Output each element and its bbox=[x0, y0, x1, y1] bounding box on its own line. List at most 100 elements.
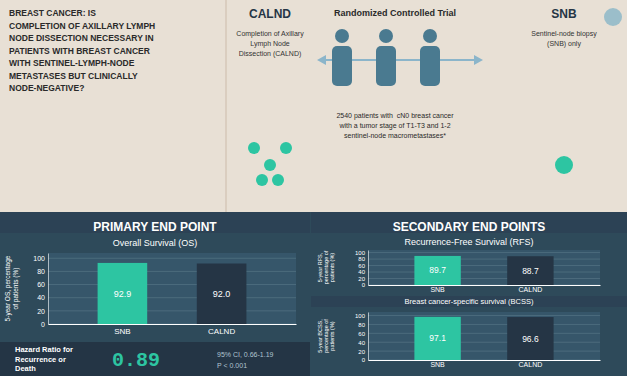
x-tick-label: SNB bbox=[114, 327, 130, 336]
grid-line bbox=[368, 252, 600, 253]
x-tick-label: SNB bbox=[430, 361, 445, 368]
y-tick-label: 80 bbox=[358, 322, 365, 328]
patients-text: 2540 patients with cN0 breast cancer with… bbox=[336, 112, 454, 139]
bar-chart: 020406080100SNBCALND92.992.05-year OS, p… bbox=[4, 220, 297, 336]
y-axis-line bbox=[48, 254, 49, 325]
y-tick: 80 bbox=[358, 256, 368, 262]
y-tick-label: 60 bbox=[358, 263, 365, 269]
hazard-ratio: Hazard Ratio forRecurrence orDeath0.8995… bbox=[15, 345, 274, 373]
person-head bbox=[423, 29, 437, 43]
y-tick: 80 bbox=[358, 322, 368, 328]
grid bbox=[48, 258, 296, 324]
patients-text-line: 2540 patients with cN0 breast cancer bbox=[336, 112, 454, 120]
y-tick-label: 40 bbox=[358, 340, 365, 346]
rct-label: Randomized Controlled Trial bbox=[334, 8, 456, 18]
calnd-description: Completion of AxillaryLymph NodeDissecti… bbox=[236, 30, 304, 58]
bars bbox=[414, 317, 553, 360]
grid-line bbox=[368, 285, 600, 286]
y-tick: 60 bbox=[358, 263, 368, 269]
snb-label: SNB bbox=[551, 7, 577, 21]
patients-text-line: sentinel-node macrometastases* bbox=[344, 132, 446, 139]
data-labels: 89.788.7 bbox=[429, 265, 539, 275]
y-tick: 40 bbox=[37, 294, 48, 301]
x-axis-line bbox=[369, 285, 601, 286]
hazard-ratio-value-line: 0.89 bbox=[112, 349, 160, 372]
grid-line bbox=[368, 278, 600, 279]
x-tick: SNB bbox=[114, 327, 130, 336]
hazard-ratio-label: Hazard Ratio forRecurrence orDeath bbox=[15, 345, 73, 373]
x-axis: SNB CALND bbox=[369, 361, 601, 368]
person-body bbox=[420, 46, 440, 86]
bar bbox=[98, 263, 148, 324]
y-tick-label: 40 bbox=[358, 269, 365, 275]
header-question-line: WITH SENTINEL-LYMPH-NODE bbox=[9, 58, 135, 68]
y-axis: 020406080100 bbox=[33, 254, 48, 328]
x-tick-label: CALND bbox=[519, 361, 543, 368]
infographic: BREAST CANCER: ISCOMPLETION OF AXILLARY … bbox=[0, 0, 627, 376]
y-tick-label: 80 bbox=[37, 268, 45, 275]
hazard-ratio-box bbox=[0, 342, 310, 376]
data-label: 96.6 bbox=[522, 334, 539, 344]
lymph-node-icon bbox=[272, 174, 284, 186]
backgrounds bbox=[0, 0, 627, 376]
snb-description-line: (SNB) only bbox=[547, 40, 581, 48]
y-tick: 0 bbox=[362, 282, 368, 288]
header-background bbox=[0, 0, 627, 212]
chart-title: Overall Survival (OS) bbox=[113, 238, 198, 248]
chart-title: Breast cancer-specific survival (BCSS) bbox=[405, 297, 534, 306]
snb-description-line: Sentinel-node biopsy bbox=[531, 30, 597, 38]
bar bbox=[414, 317, 460, 360]
header-question-line: PATIENTS WITH BREAST CANCER bbox=[9, 46, 150, 56]
y-tick-label: 20 bbox=[358, 276, 365, 282]
hazard-ratio-label-line: Recurrence or bbox=[15, 355, 66, 364]
plot-background bbox=[368, 312, 600, 360]
grid-line bbox=[368, 315, 600, 316]
bar bbox=[507, 256, 553, 285]
y-tick-label: 100 bbox=[355, 250, 366, 256]
y-axis: 020406080100 bbox=[355, 250, 369, 288]
y-tick: 20 bbox=[37, 308, 48, 315]
lymph-node-icon bbox=[248, 142, 260, 154]
y-tick: 100 bbox=[355, 250, 368, 256]
bar bbox=[197, 264, 247, 324]
lymph-node-icon bbox=[256, 174, 268, 186]
grid bbox=[368, 253, 600, 285]
rct-label-line: Randomized Controlled Trial bbox=[334, 8, 456, 18]
confidence-interval-line: P < 0.001 bbox=[217, 362, 247, 369]
grid-line bbox=[48, 310, 296, 311]
y-tick: 100 bbox=[355, 313, 368, 319]
bars bbox=[98, 263, 247, 324]
x-tick-label: CALND bbox=[208, 327, 235, 336]
person-body bbox=[376, 46, 396, 86]
header: BREAST CANCER: ISCOMPLETION OF AXILLARY … bbox=[9, 0, 622, 212]
calnd-description-line: Dissection (CALND) bbox=[239, 50, 302, 58]
y-tick: 20 bbox=[358, 349, 368, 355]
x-tick: CALND bbox=[208, 327, 235, 336]
y-tick-label: 20 bbox=[37, 308, 45, 315]
grid-line bbox=[368, 360, 600, 361]
grid-line bbox=[368, 259, 600, 260]
header-divider bbox=[226, 0, 227, 212]
x-axis: SNBCALND bbox=[369, 286, 601, 293]
bars bbox=[414, 256, 553, 285]
data-label: 92.9 bbox=[114, 289, 132, 299]
lymph-node-icon bbox=[555, 156, 573, 174]
snb-label-line: SNB bbox=[551, 7, 577, 21]
data-label: 88.7 bbox=[522, 266, 539, 276]
y-tick-label: 80 bbox=[358, 256, 365, 262]
data-label: 97.1 bbox=[429, 333, 446, 343]
grid-line bbox=[368, 342, 600, 343]
x-tick: SNB bbox=[430, 286, 445, 293]
calnd-label: CALND bbox=[249, 7, 291, 21]
header-question: BREAST CANCER: ISCOMPLETION OF AXILLARY … bbox=[9, 8, 155, 93]
bcss-band bbox=[311, 296, 627, 307]
y-axis-title: 5-year BCSS,percentage ofpatients (%) bbox=[317, 319, 335, 353]
patients-text-line: with a tumor stage of T1-T3 and 1-2 bbox=[338, 122, 450, 130]
y-tick: 0 bbox=[362, 357, 368, 363]
bar bbox=[507, 317, 553, 360]
section-title: SECONDARY END POINTS bbox=[393, 220, 546, 234]
person-head bbox=[379, 29, 393, 43]
y-tick: 80 bbox=[37, 268, 48, 275]
x-tick: CALND bbox=[519, 361, 543, 368]
grid-line bbox=[48, 271, 296, 272]
